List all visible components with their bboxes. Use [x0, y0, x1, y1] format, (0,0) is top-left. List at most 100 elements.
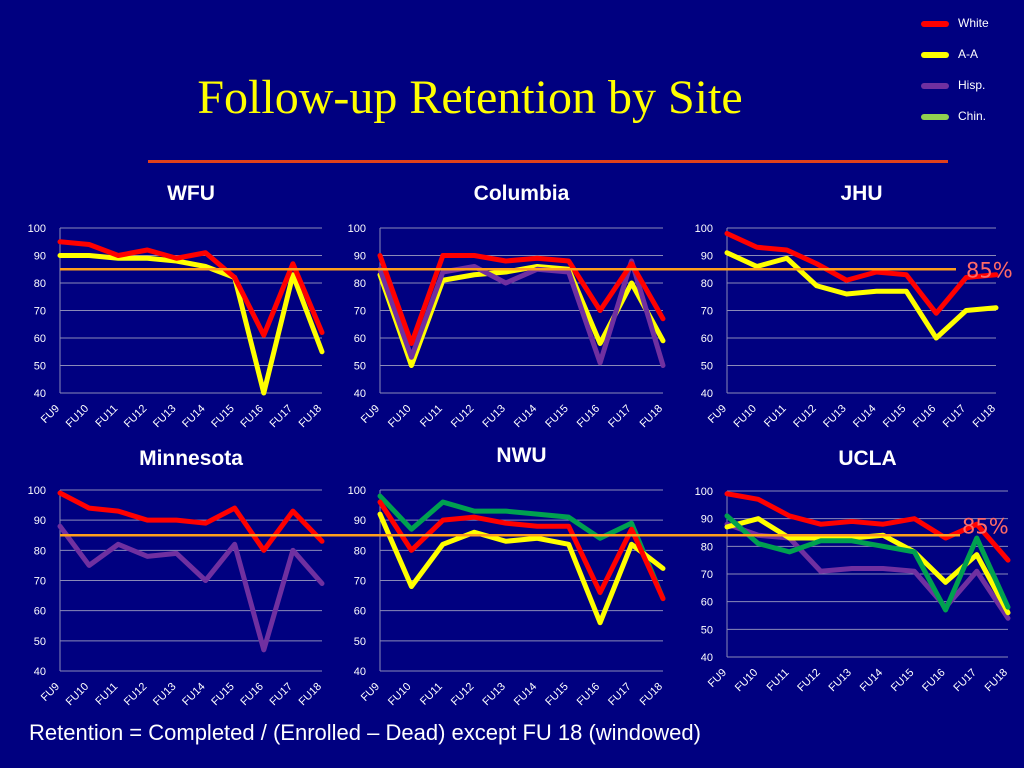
y-tick-label: 50	[34, 636, 46, 648]
x-tick-label: FU14	[851, 403, 879, 431]
y-tick-label: 90	[34, 515, 46, 527]
series-line-white	[57, 490, 325, 553]
series-line-a-a	[724, 250, 999, 341]
x-tick-label: FU12	[449, 403, 477, 431]
title-underline	[148, 160, 948, 163]
y-tick-label: 80	[701, 541, 713, 553]
legend-item-aa: A-A	[918, 43, 1018, 74]
y-tick-label: 50	[701, 624, 713, 636]
series-line-hisp	[724, 521, 1011, 621]
x-tick-label: FU12	[791, 403, 819, 431]
x-tick-label: FU16	[911, 403, 939, 431]
chart-title: UCLA	[838, 447, 896, 470]
legend-label-white: White	[958, 16, 989, 30]
x-tick-label: FU18	[971, 403, 999, 431]
y-tick-label: 100	[348, 485, 366, 497]
x-tick-label: FU13	[821, 403, 849, 431]
x-tick-label: FU10	[64, 681, 92, 709]
x-tick-label: FU14	[180, 403, 208, 431]
legend-label-hisp: Hisp.	[958, 78, 986, 92]
y-tick-label: 90	[354, 251, 366, 263]
y-tick-label: 40	[701, 652, 713, 664]
y-tick-label: 40	[34, 388, 46, 400]
y-tick-label: 80	[701, 278, 713, 290]
x-tick-label: FU16	[238, 681, 266, 709]
x-tick-label: FU11	[765, 667, 792, 694]
x-tick-label: FU17	[606, 681, 634, 709]
x-tick-label: FU15	[209, 403, 237, 431]
y-tick-label: 60	[701, 333, 713, 345]
series-line-hisp	[57, 523, 325, 653]
y-tick-label: 90	[34, 251, 46, 263]
x-tick-label: FU12	[122, 403, 150, 431]
x-tick-label: FU18	[983, 667, 1011, 695]
x-tick-label: FU13	[151, 403, 179, 431]
x-tick-label: FU10	[733, 667, 761, 695]
x-tick-label: FU15	[543, 403, 571, 431]
reference-label-top: 85%	[966, 258, 1013, 282]
x-tick-label: FU13	[480, 681, 508, 709]
y-tick-label: 50	[354, 636, 366, 648]
y-tick-label: 100	[695, 223, 713, 235]
x-tick-label: FU9	[359, 681, 382, 704]
x-tick-label: FU17	[267, 681, 295, 709]
y-tick-label: 40	[34, 666, 46, 678]
chart-title: Minnesota	[139, 447, 243, 470]
x-tick-label: FU15	[889, 667, 917, 695]
x-tick-label: FU16	[575, 403, 603, 431]
y-tick-label: 80	[34, 545, 46, 557]
y-tick-label: 100	[348, 223, 366, 235]
x-tick-label: FU18	[638, 681, 666, 709]
legend-label-chin: Chin.	[958, 109, 987, 123]
chart-title: JHU	[840, 182, 882, 205]
y-tick-label: 40	[354, 666, 366, 678]
legend-item-chin: Chin.	[918, 105, 1018, 136]
x-tick-label: FU15	[209, 681, 237, 709]
y-tick-label: 50	[34, 361, 46, 373]
x-tick-label: FU10	[386, 403, 414, 431]
x-tick-label: FU9	[706, 667, 729, 690]
x-tick-label: FU12	[795, 667, 823, 695]
x-tick-label: FU9	[39, 403, 62, 426]
y-tick-label: 90	[354, 515, 366, 527]
x-tick-label: FU14	[512, 403, 540, 431]
x-tick-label: FU9	[706, 403, 729, 426]
y-tick-label: 100	[28, 223, 46, 235]
x-tick-label: FU13	[480, 403, 508, 431]
x-tick-label: FU17	[941, 403, 969, 431]
x-tick-label: FU13	[826, 667, 854, 695]
x-tick-label: FU16	[920, 667, 948, 695]
y-tick-label: 60	[354, 333, 366, 345]
x-tick-label: FU14	[858, 667, 886, 695]
x-tick-label: FU18	[297, 681, 325, 709]
page-title: Follow-up Retention by Site	[197, 71, 743, 124]
y-tick-label: 70	[701, 569, 713, 581]
footnote: Retention = Completed / (Enrolled – Dead…	[29, 720, 701, 745]
y-tick-label: 100	[695, 486, 713, 498]
x-tick-label: FU11	[418, 681, 445, 708]
y-tick-label: 90	[701, 251, 713, 263]
legend-swatch-hisp	[921, 83, 949, 89]
x-tick-label: FU17	[267, 403, 295, 431]
series-line-chin	[724, 513, 1011, 613]
y-tick-label: 100	[28, 485, 46, 497]
legend-swatch-chin	[921, 114, 949, 120]
x-tick-label: FU17	[951, 667, 979, 695]
legend: White A-A Hisp. Chin.	[918, 12, 1018, 136]
x-tick-label: FU10	[386, 681, 414, 709]
series-line-white	[377, 253, 666, 346]
legend-item-hisp: Hisp.	[918, 74, 1018, 105]
x-tick-label: FU11	[93, 403, 120, 430]
x-tick-label: FU10	[64, 403, 92, 431]
x-tick-label: FU16	[575, 681, 603, 709]
y-tick-label: 80	[34, 278, 46, 290]
x-tick-label: FU12	[122, 681, 150, 709]
y-tick-label: 90	[701, 514, 713, 526]
y-tick-label: 70	[34, 306, 46, 318]
